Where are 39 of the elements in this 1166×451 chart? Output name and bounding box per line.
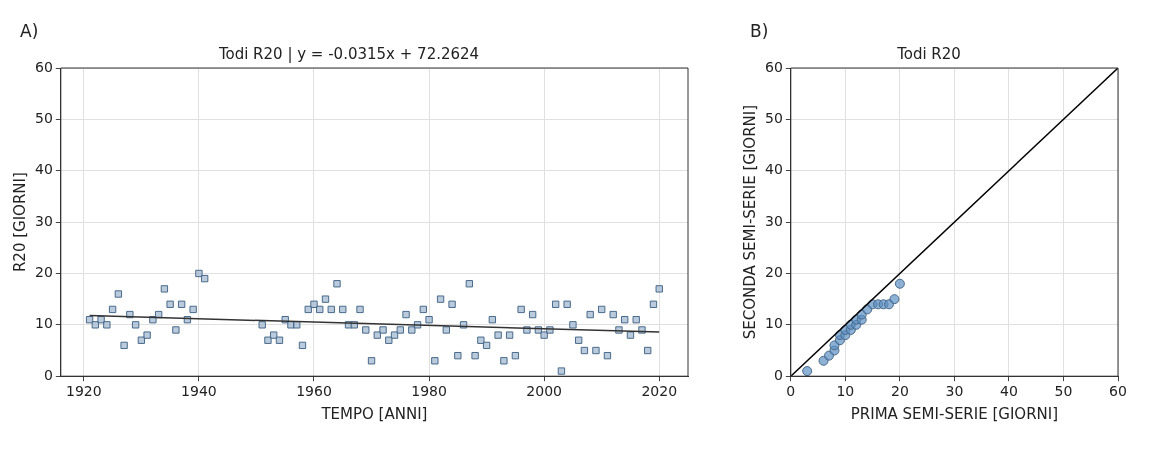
x-tick-label: 1980: [411, 383, 447, 400]
y-tick-label: 10: [764, 315, 783, 332]
y-tick-label: 30: [764, 212, 783, 229]
y-tick-label: 0: [773, 366, 783, 383]
y-tick-label: 60: [764, 58, 783, 75]
x-tick-label: 2000: [526, 383, 562, 400]
chart-title: Todi R20: [896, 44, 961, 63]
y-tick-label: 50: [764, 110, 783, 127]
x-tick-label: 10: [836, 383, 855, 400]
y-tick-label: 30: [34, 212, 53, 229]
y-tick-label: 20: [34, 264, 53, 281]
x-tick-label: 20: [890, 383, 909, 400]
x-tick-label: 30: [945, 383, 964, 400]
x-tick-label: 40: [1000, 383, 1018, 400]
x-tick-label: 50: [1054, 383, 1073, 400]
y-tick-label: 0: [43, 366, 53, 383]
y-axis-title: R20 [GIORNI]: [10, 172, 29, 273]
y-tick-label: 20: [764, 264, 783, 281]
point: [889, 294, 900, 305]
x-tick-label: 1920: [66, 383, 102, 400]
x-tick-label: 1940: [181, 383, 217, 400]
point: [883, 299, 894, 310]
x-tick-label: 60: [1109, 383, 1127, 400]
y-tick-label: 10: [34, 315, 53, 332]
chart-title: Todi R20 | y = -0.0315x + 72.2624: [217, 44, 480, 63]
x-axis-title: PRIMA SEMI-SERIE [GIORNI]: [850, 404, 1059, 423]
y-axis-title: SECONDA SEMI-SERIE [GIORNI]: [740, 104, 759, 340]
point: [802, 366, 813, 377]
y-tick-label: 40: [764, 161, 783, 178]
text: A): [20, 20, 39, 41]
x-tick-label: 2020: [641, 383, 678, 400]
y-tick-label: 60: [34, 58, 53, 75]
y-tick-label: 40: [34, 161, 53, 178]
point: [894, 278, 905, 289]
x-tick-label: 1960: [296, 383, 332, 400]
x-axis-title: TEMPO [ANNI]: [320, 404, 428, 423]
text: B): [750, 20, 769, 41]
y-tick-label: 50: [34, 110, 53, 127]
x-tick-label: 0: [786, 383, 796, 400]
